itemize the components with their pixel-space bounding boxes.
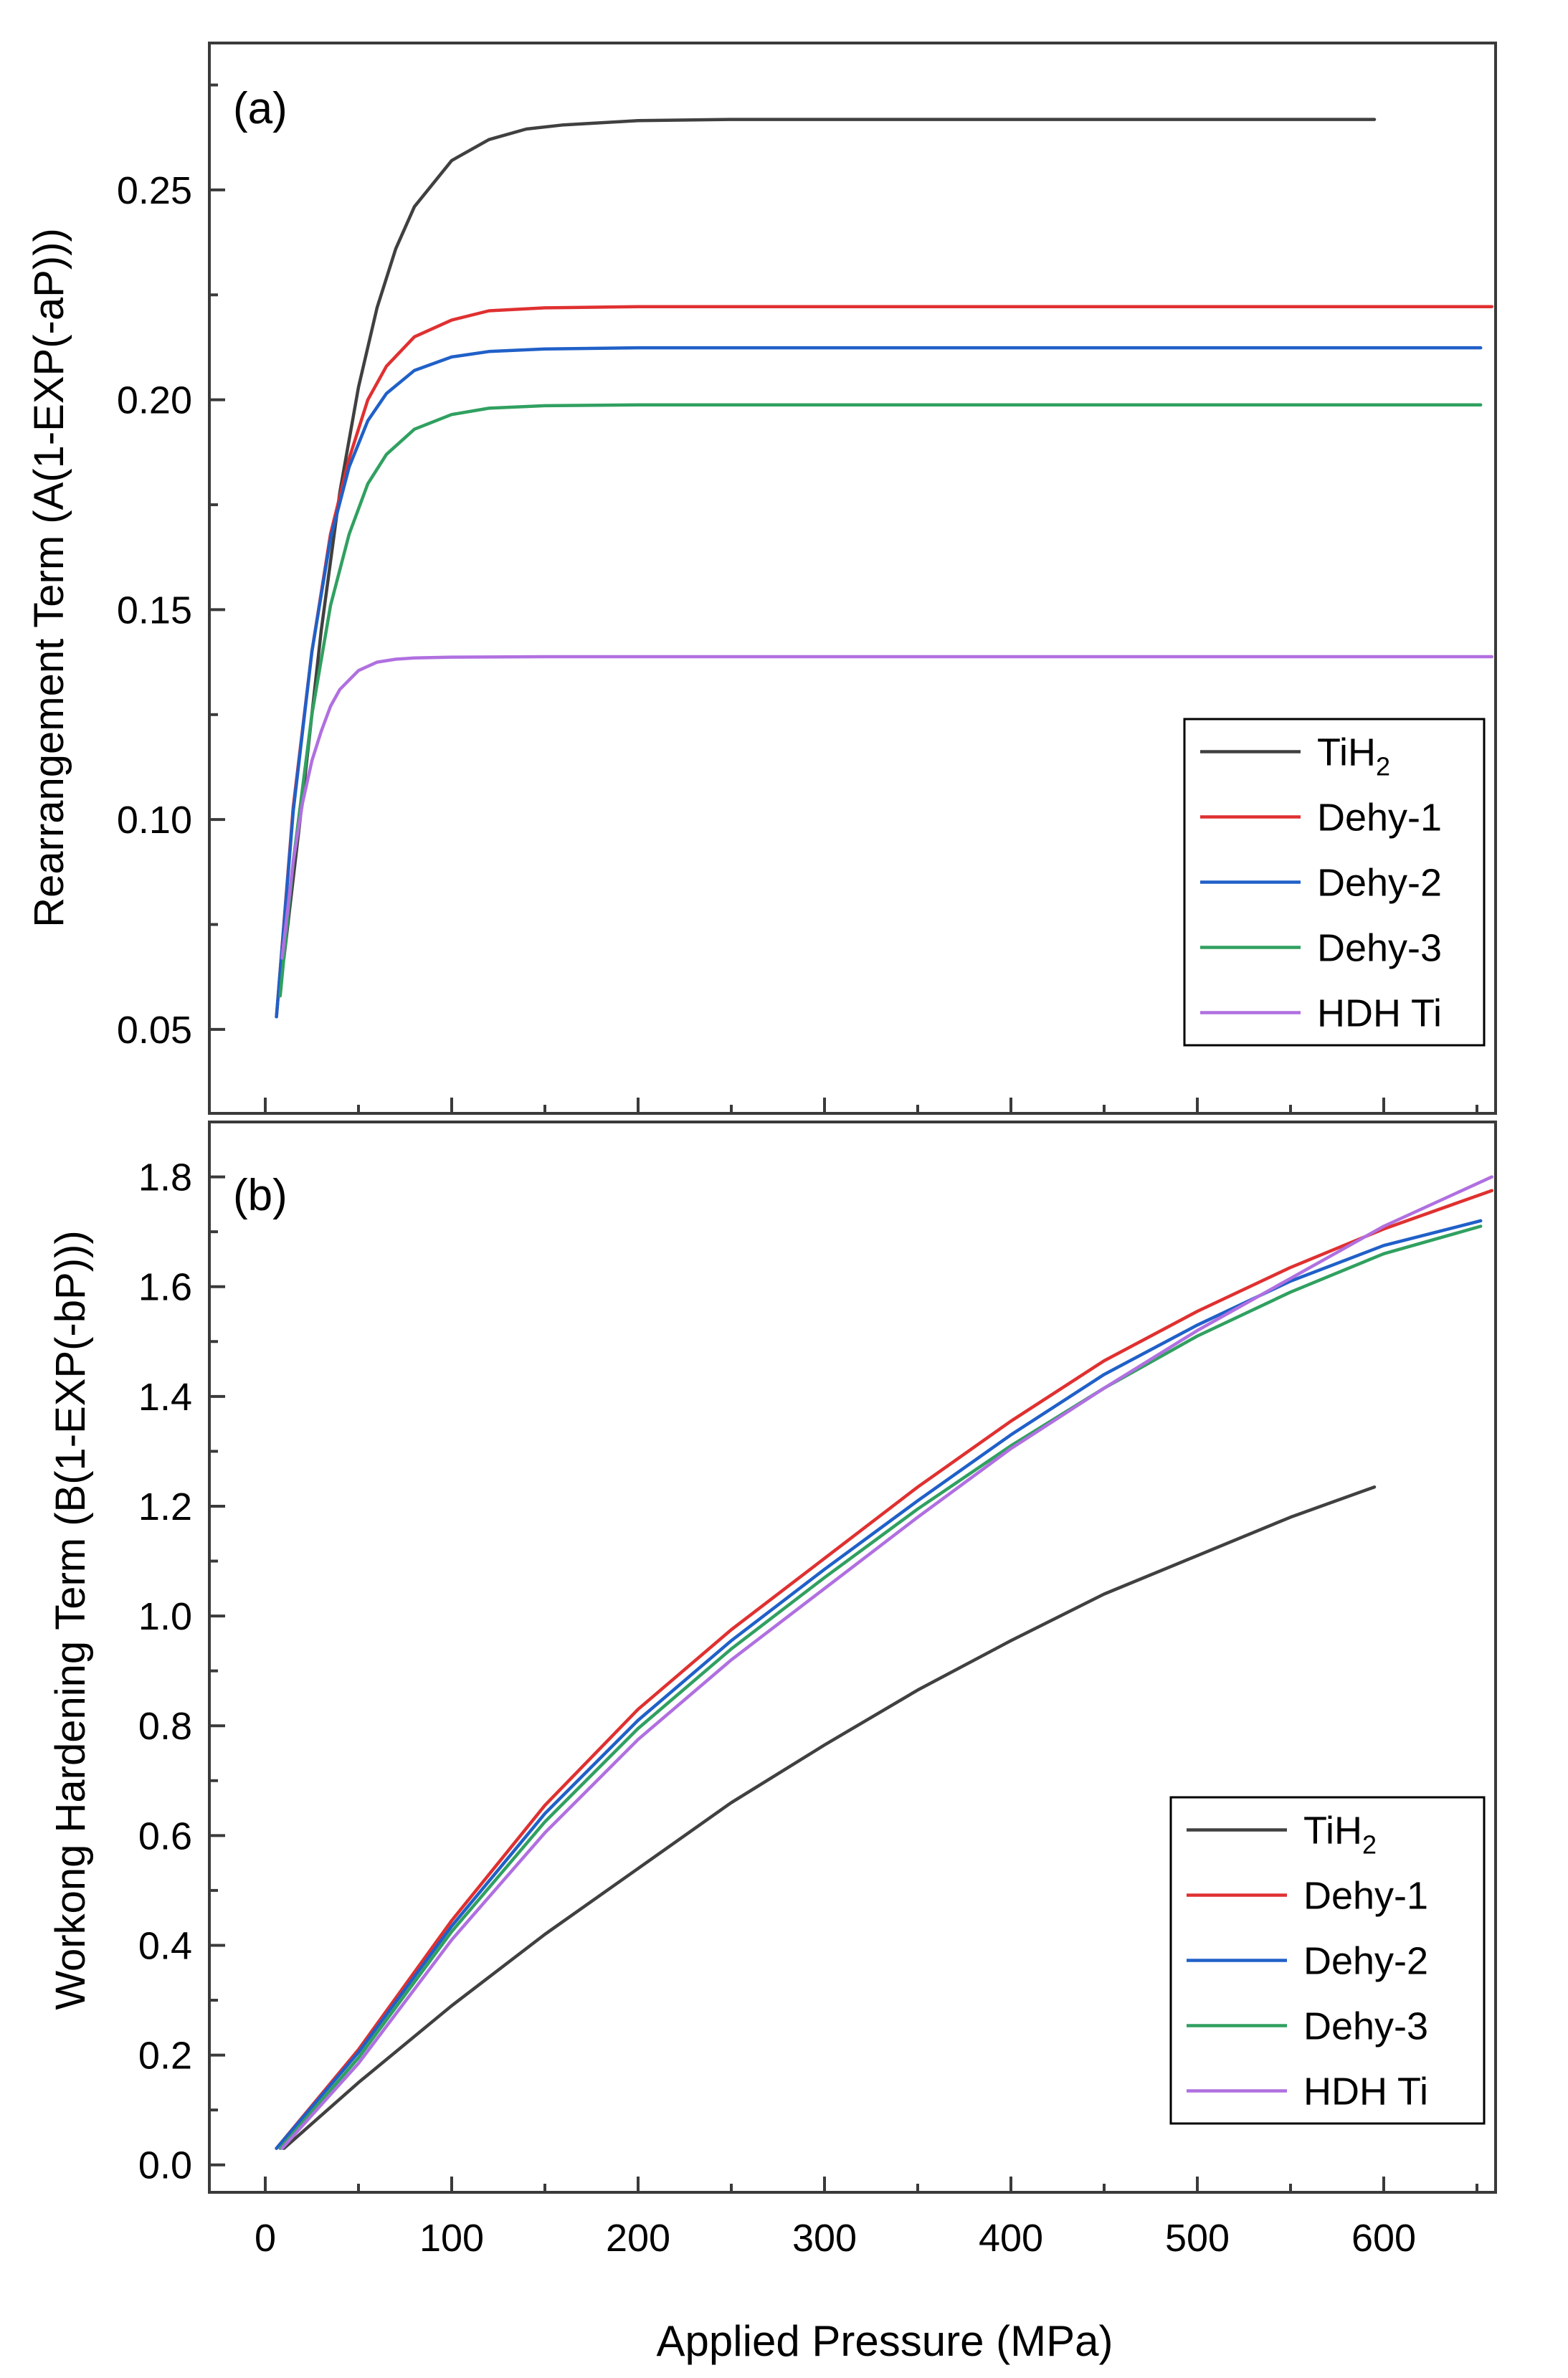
panel-a-legend-label: TiH2 [1317, 731, 1390, 781]
panel-a-line-hdh-ti [280, 655, 1494, 960]
panel-b-plot: 0 100 200 300 400 500 600 0.0 0.2 0.4 0.6 0.8 1.0 1.2… [47, 1121, 1497, 2365]
panel-b-ticks: 0 100 200 300 400 500 600 0.0 0.2 0.4 0.6 0.8 1.0 1.2… [138, 1156, 1478, 2260]
panel-a-line-dehy-3 [278, 403, 1483, 998]
panel-b-xtick-label: 0 [255, 2217, 276, 2260]
panel-b-line-dehy-3 [278, 1224, 1483, 2150]
panel-b-ytick-label: 1.0 [138, 1595, 192, 1638]
panel-b-xtick-label: 500 [1165, 2217, 1230, 2260]
panel-a-legend-label: HDH Ti [1317, 992, 1442, 1035]
panel-b-series-lines [275, 1175, 1494, 2150]
panel-b-legend-label: Dehy-2 [1303, 1940, 1428, 1983]
panel-b-ytick-label: 0.2 [138, 2035, 192, 2078]
panel-b-xtick-label: 200 [606, 2217, 670, 2260]
panel-b-ytick-label: 0.0 [138, 2144, 192, 2187]
panel-a-legend: TiH2 Dehy-1 Dehy-2 Dehy-3 HDH Ti [1183, 718, 1486, 1047]
panel-a-legend-item-dehy-2: Dehy-2 [1200, 862, 1442, 905]
panel-b-ytick-label: 0.4 [138, 1924, 192, 1967]
panel-a-line-dehy-2 [275, 346, 1483, 1019]
panel-b-line-hdh-ti [280, 1175, 1494, 2150]
panel-a-legend-label: Dehy-1 [1317, 796, 1442, 840]
panel-b-legend-item-hdh-ti: HDH Ti [1187, 2070, 1428, 2113]
panel-b-legend-label: TiH2 [1303, 1809, 1377, 1860]
panel-b-ytick-label: 0.6 [138, 1815, 192, 1858]
panel-b-legend-label: Dehy-3 [1303, 2005, 1428, 2048]
panel-a-legend-label: Dehy-2 [1317, 862, 1442, 905]
panel-b-label: (b) [233, 1171, 288, 1220]
panel-a-ytick-label: 0.25 [117, 169, 192, 212]
panel-b-ytick-label: 1.2 [138, 1485, 192, 1528]
panel-b-ytick-label: 1.8 [138, 1156, 192, 1199]
panel-b-line-tih2 [282, 1485, 1377, 2150]
panel-a-label: (a) [233, 84, 288, 133]
panel-b-ytick-label: 0.8 [138, 1705, 192, 1748]
panel-a-legend-item-dehy-3: Dehy-3 [1200, 927, 1442, 970]
panel-a-ticks: 0.05 0.10 0.15 0.20 0.25 [117, 83, 1478, 1113]
panel-b-ytick-label: 1.4 [138, 1376, 192, 1419]
panel-b-xtick-label: 600 [1351, 2217, 1416, 2260]
panel-b-legend-item-dehy-2: Dehy-2 [1187, 1940, 1428, 1983]
panel-b-frame [208, 1121, 1497, 2194]
panel-b-xtick-label: 100 [419, 2217, 484, 2260]
panel-a-plot: 0.05 0.10 0.15 0.20 0.25 (a) Rearrangement T… [26, 42, 1497, 1115]
panel-a-frame [208, 42, 1497, 1115]
panel-b-ytick-label: 1.6 [138, 1266, 192, 1309]
panel-b-xtick-label: 400 [979, 2217, 1043, 2260]
panel-b-xtick-label: 300 [792, 2217, 857, 2260]
panel-a-legend-label: Dehy-3 [1317, 927, 1442, 970]
panel-b-legend-label: HDH Ti [1303, 2070, 1428, 2113]
panel-b-legend-item-tih2: TiH2 [1187, 1809, 1377, 1860]
panel-a-legend-item-hdh-ti: HDH Ti [1200, 992, 1442, 1035]
panel-b-legend-item-dehy-3: Dehy-3 [1187, 2005, 1428, 2048]
panel-a-legend-item-dehy-1: Dehy-1 [1200, 796, 1442, 840]
panel-b-legend-items: TiH2 Dehy-1 Dehy-2 Dehy-3 HDH Ti [1187, 1809, 1428, 2113]
panel-a-ytick-label: 0.10 [117, 799, 192, 842]
panel-a-ytick-label: 0.05 [117, 1009, 192, 1052]
panel-b-legend-item-dehy-1: Dehy-1 [1187, 1875, 1428, 1918]
panel-b-legend: TiH2 Dehy-1 Dehy-2 Dehy-3 HDH Ti [1169, 1796, 1486, 2125]
panel-b-ylabel: Workong Hardening Term (B(1-EXP(-bP))) [47, 1230, 94, 2010]
panel-a-series-lines [275, 118, 1494, 1019]
panel-a-ylabel: Rearrangement Term (A(1-EXP(-aP))) [26, 228, 72, 928]
panel-b-line-dehy-1 [275, 1189, 1494, 2150]
panel-a-ytick-label: 0.15 [117, 589, 192, 632]
panel-a-legend-items: TiH2 Dehy-1 Dehy-2 Dehy-3 HDH Ti [1200, 731, 1442, 1035]
x-axis-label: Applied Pressure (MPa) [657, 2317, 1113, 2365]
panel-a-legend-item-tih2: TiH2 [1200, 731, 1390, 781]
panel-a-ytick-label: 0.20 [117, 379, 192, 422]
panel-b-legend-label: Dehy-1 [1303, 1875, 1428, 1918]
